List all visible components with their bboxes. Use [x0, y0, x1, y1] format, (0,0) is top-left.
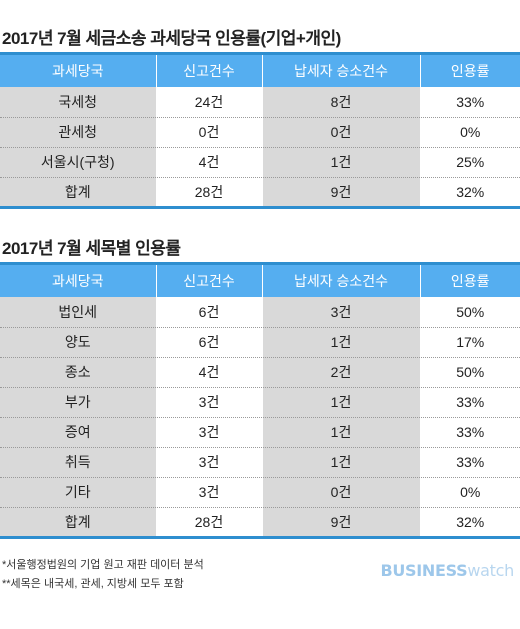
cell-filed: 28건: [156, 507, 263, 539]
table-row: 국세청 24건 8건 33%: [0, 87, 520, 118]
table-row: 관세청 0건 0건 0%: [0, 117, 520, 148]
cell-wins: 3건: [262, 297, 421, 328]
cell-rate: 33%: [420, 387, 520, 418]
cell-authority: 합계: [0, 507, 157, 539]
cell-authority: 증여: [0, 417, 157, 448]
table2-header-row: 과세당국 신고건수 납세자 승소건수 인용률: [0, 265, 520, 297]
cell-rate: 33%: [420, 417, 520, 448]
cell-rate: 32%: [420, 507, 520, 539]
businesswatch-logo: BUSINESSwatch: [380, 561, 514, 580]
cell-authority: 국세청: [0, 87, 157, 118]
cell-wins: 9건: [262, 507, 421, 539]
table-total-row: 합계 28건 9건 32%: [0, 507, 520, 539]
cell-wins: 1건: [262, 387, 421, 418]
cell-authority: 취득: [0, 447, 157, 478]
cell-rate: 33%: [420, 87, 520, 118]
footnotes: *서울행정법원의 기업 원고 재판 데이터 분석 **세목은 내국세, 관세, …: [2, 556, 204, 594]
cell-wins: 2건: [262, 357, 421, 388]
cell-filed: 24건: [156, 87, 263, 118]
table-row: 기타 3건 0건 0%: [0, 477, 520, 508]
cell-authority: 관세청: [0, 117, 157, 148]
cell-rate: 32%: [420, 177, 520, 209]
cell-wins: 9건: [262, 177, 421, 209]
cell-rate: 33%: [420, 447, 520, 478]
cell-wins: 0건: [262, 117, 421, 148]
cell-authority: 기타: [0, 477, 157, 508]
cell-authority: 서울시(구청): [0, 147, 157, 178]
header-authority: 과세당국: [0, 265, 157, 297]
cell-rate: 50%: [420, 297, 520, 328]
cell-filed: 4건: [156, 357, 263, 388]
cell-filed: 28건: [156, 177, 263, 209]
cell-wins: 1건: [262, 447, 421, 478]
cell-wins: 1건: [262, 147, 421, 178]
cell-filed: 4건: [156, 147, 263, 178]
cell-authority: 종소: [0, 357, 157, 388]
cell-wins: 0건: [262, 477, 421, 508]
table2: 과세당국 신고건수 납세자 승소건수 인용률 법인세 6건 3건 50% 양도 6건 1건 1…: [0, 262, 520, 539]
header-wins: 납세자 승소건수: [262, 265, 421, 297]
table-row: 종소 4건 2건 50%: [0, 357, 520, 388]
header-wins: 납세자 승소건수: [262, 55, 421, 87]
cell-rate: 0%: [420, 117, 520, 148]
footnote-1: *서울행정법원의 기업 원고 재판 데이터 분석: [2, 559, 204, 571]
cell-rate: 25%: [420, 147, 520, 178]
cell-authority: 합계: [0, 177, 157, 209]
table-row: 서울시(구청) 4건 1건 25%: [0, 147, 520, 178]
table-total-row: 합계 28건 9건 32%: [0, 177, 520, 209]
logo-watch: watch: [467, 561, 514, 580]
cell-filed: 3건: [156, 447, 263, 478]
cell-rate: 0%: [420, 477, 520, 508]
cell-authority: 양도: [0, 327, 157, 358]
cell-filed: 3건: [156, 417, 263, 448]
header-filed: 신고건수: [156, 55, 263, 87]
header-filed: 신고건수: [156, 265, 263, 297]
header-rate: 인용률: [420, 55, 520, 87]
cell-filed: 3건: [156, 387, 263, 418]
table1-title: 2017년 7월 세금소송 과세당국 인용률(기업+개인): [2, 29, 341, 48]
cell-authority: 부가: [0, 387, 157, 418]
header-authority: 과세당국: [0, 55, 157, 87]
table-row: 증여 3건 1건 33%: [0, 417, 520, 448]
cell-rate: 17%: [420, 327, 520, 358]
cell-wins: 1건: [262, 417, 421, 448]
table1-header-row: 과세당국 신고건수 납세자 승소건수 인용률: [0, 55, 520, 87]
cell-filed: 3건: [156, 477, 263, 508]
footnote-2: **세목은 내국세, 관세, 지방세 모두 포함: [2, 578, 184, 590]
table-row: 취득 3건 1건 33%: [0, 447, 520, 478]
table1: 과세당국 신고건수 납세자 승소건수 인용률 국세청 24건 8건 33% 관세청 0건 0…: [0, 52, 520, 209]
cell-rate: 50%: [420, 357, 520, 388]
table2-title: 2017년 7월 세목별 인용률: [2, 239, 181, 258]
table-row: 양도 6건 1건 17%: [0, 327, 520, 358]
cell-authority: 법인세: [0, 297, 157, 328]
cell-wins: 8건: [262, 87, 421, 118]
header-rate: 인용률: [420, 265, 520, 297]
table-row: 부가 3건 1건 33%: [0, 387, 520, 418]
table-row: 법인세 6건 3건 50%: [0, 297, 520, 328]
logo-business: BUSINESS: [380, 561, 468, 580]
cell-filed: 6건: [156, 297, 263, 328]
cell-wins: 1건: [262, 327, 421, 358]
cell-filed: 6건: [156, 327, 263, 358]
cell-filed: 0건: [156, 117, 263, 148]
